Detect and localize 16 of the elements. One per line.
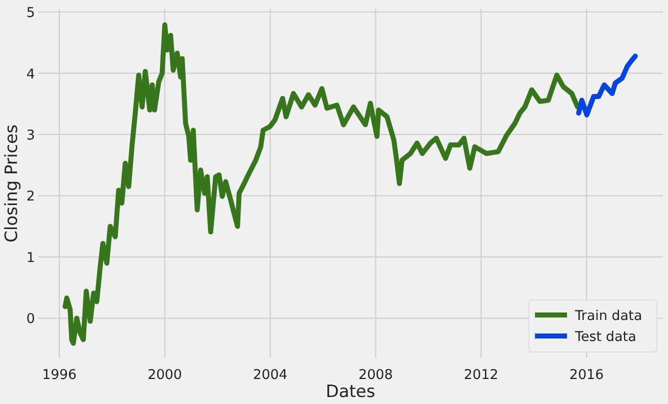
y-tick-label: 0	[26, 311, 35, 328]
y-tick-label: 3	[26, 128, 35, 144]
x-tick-label: 2016	[569, 367, 604, 383]
x-tick-label: 2012	[464, 367, 498, 383]
x-tick-label: 1996	[42, 367, 77, 383]
y-axis-title: Closing Prices	[2, 124, 22, 242]
legend-label: Test data	[574, 329, 636, 345]
y-tick-label: 1	[26, 250, 35, 266]
legend-label: Train data	[574, 308, 642, 324]
x-tick-label: 2000	[148, 367, 182, 383]
y-tick-label: 5	[26, 5, 35, 22]
x-tick-label: 2004	[253, 367, 288, 383]
x-tick-label: 2008	[358, 367, 393, 383]
y-tick-label: 2	[26, 188, 35, 205]
x-axis-title: Dates	[326, 382, 376, 402]
y-tick-label: 4	[26, 66, 35, 82]
